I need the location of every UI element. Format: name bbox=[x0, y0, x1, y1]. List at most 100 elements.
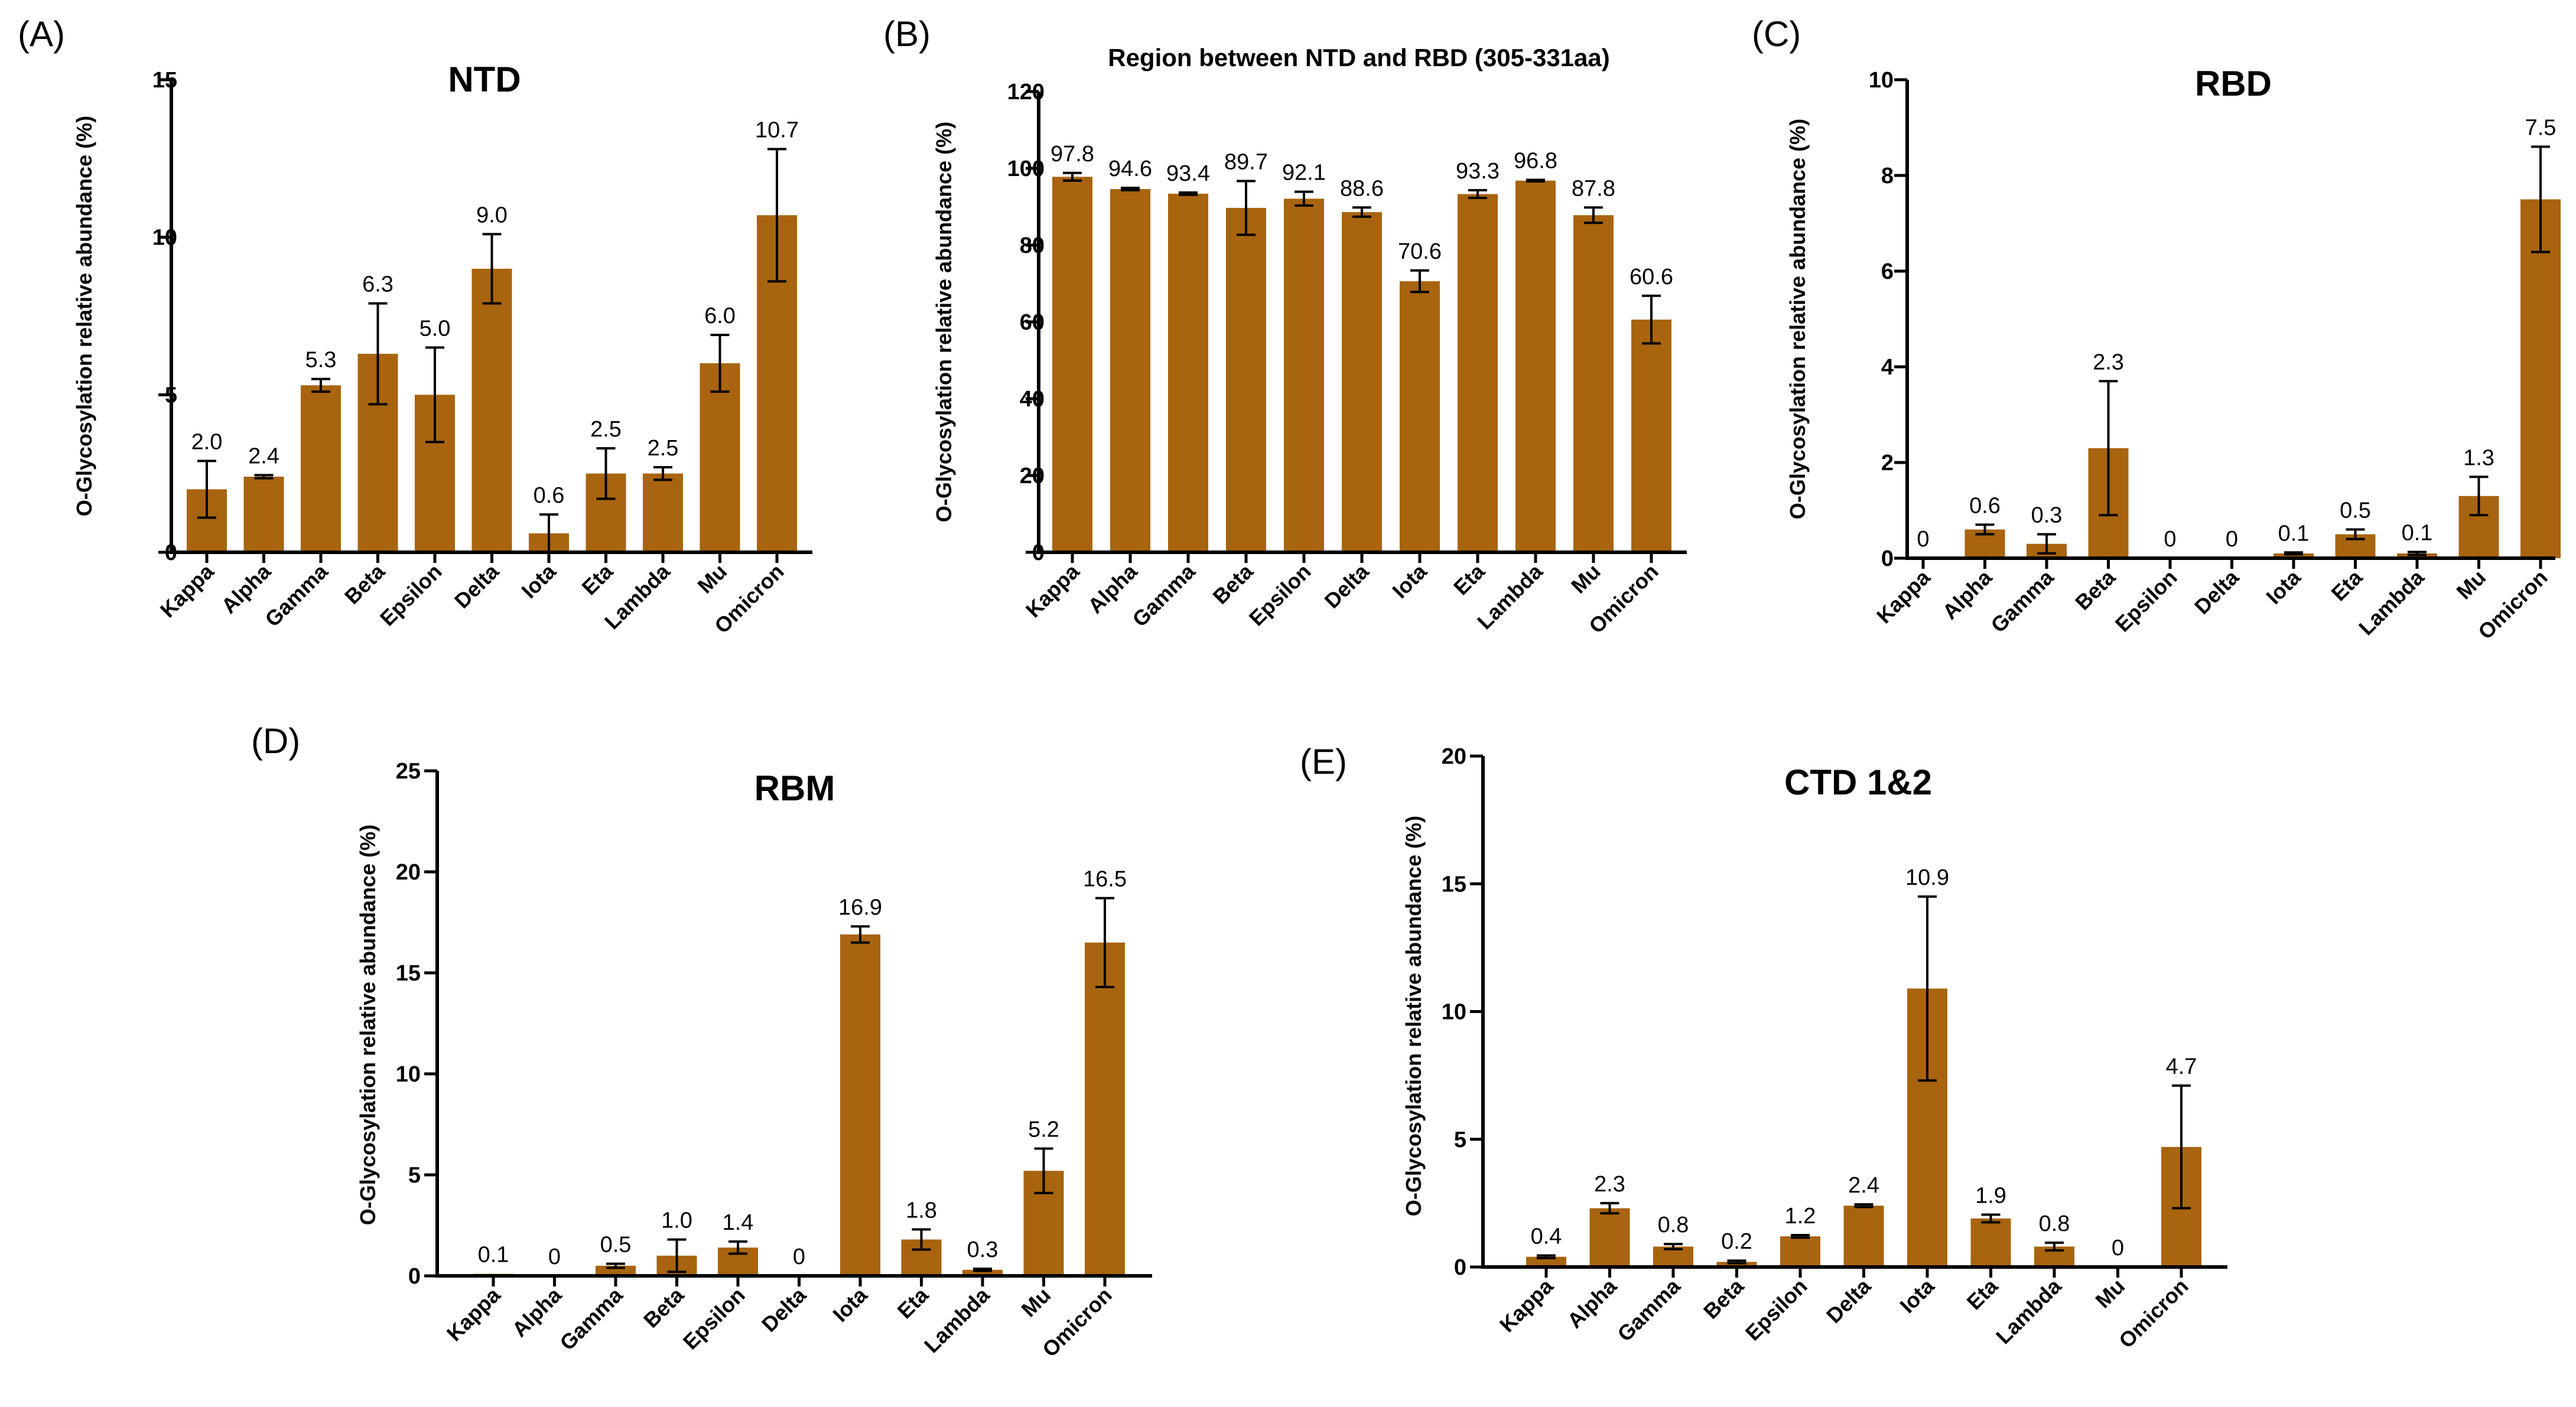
chart-title: NTD bbox=[448, 60, 521, 99]
y-tick-label: 40 bbox=[1020, 387, 1045, 412]
error-bar-beta bbox=[1237, 180, 1256, 236]
bar-lambda bbox=[1515, 180, 1556, 552]
data-label: 2.3 bbox=[2093, 350, 2124, 374]
data-label: 0.2 bbox=[1721, 1229, 1752, 1254]
x-tick-label: Gamma bbox=[1612, 1274, 1685, 1346]
y-tick-label: 15 bbox=[396, 961, 421, 986]
bar-alpha bbox=[243, 477, 284, 552]
error-bar-kappa bbox=[1537, 1254, 1556, 1259]
data-label: 0 bbox=[548, 1245, 561, 1269]
chart-title: CTD 1&2 bbox=[1784, 763, 1932, 802]
error-bar-epsilon bbox=[1791, 1233, 1810, 1239]
y-tick-label: 5 bbox=[1454, 1128, 1466, 1152]
y-tick-label: 10 bbox=[1869, 68, 1894, 93]
x-tick-label: Iota bbox=[1387, 559, 1432, 603]
bar-delta bbox=[471, 269, 512, 552]
data-label: 93.3 bbox=[1456, 159, 1500, 184]
data-label: 0.8 bbox=[1658, 1213, 1689, 1237]
chart-title: RBM bbox=[754, 768, 835, 808]
bar-eta bbox=[1970, 1218, 2011, 1267]
y-tick-label: 0 bbox=[1881, 546, 1894, 571]
x-tick-label: Lambda bbox=[1472, 559, 1547, 634]
y-axis-label: O-Glycosylation relative abundance (%) bbox=[932, 122, 956, 522]
data-label: 5.2 bbox=[1028, 1118, 1059, 1142]
y-tick-label: 120 bbox=[1007, 80, 1045, 105]
error-bar-gamma bbox=[311, 377, 330, 393]
data-label: 0.8 bbox=[2039, 1211, 2070, 1236]
y-tick-label: 25 bbox=[396, 759, 421, 784]
bar-gamma bbox=[596, 1265, 636, 1276]
error-bar-lambda bbox=[653, 466, 672, 481]
y-tick-label: 10 bbox=[396, 1062, 421, 1087]
chart-panel-d: (D) RBM O-Glycosylation relative abundance… bbox=[251, 721, 1152, 1362]
error-bar-beta bbox=[2099, 380, 2118, 517]
error-bar-gamma bbox=[2037, 533, 2056, 555]
error-bar-alpha bbox=[1121, 187, 1140, 192]
error-bar-iota bbox=[851, 925, 870, 944]
x-tick-label: Mu bbox=[1566, 559, 1605, 598]
bar-mu bbox=[1573, 215, 1614, 552]
data-label: 0 bbox=[2226, 527, 2238, 552]
x-tick-label: Lambda bbox=[1991, 1274, 2066, 1349]
x-tick-label: Mu bbox=[2090, 1274, 2129, 1313]
error-bar-delta bbox=[482, 233, 502, 305]
y-axis-label: O-Glycosylation relative abundance (%) bbox=[1401, 816, 1426, 1216]
x-tick-label: Omicron bbox=[2114, 1274, 2193, 1353]
error-bar-epsilon bbox=[1294, 190, 1313, 207]
x-tick-label: Mu bbox=[2451, 565, 2490, 604]
x-tick-label: Epsilon bbox=[1741, 1274, 1812, 1346]
error-bar-mu bbox=[710, 334, 730, 393]
data-label: 2.0 bbox=[191, 429, 223, 454]
x-tick-label: Kappa bbox=[155, 559, 219, 622]
x-tick-label: Beta bbox=[2070, 565, 2120, 615]
data-label: 5.3 bbox=[305, 348, 337, 373]
chart-panel-a: (A) NTD O-Glycosylation relative abundance… bbox=[18, 14, 812, 638]
x-tick-label: Kappa bbox=[1021, 559, 1084, 622]
x-tick-label: Gamma bbox=[260, 559, 333, 631]
x-tick-label: Beta bbox=[340, 559, 390, 609]
data-label: 70.6 bbox=[1398, 239, 1442, 264]
error-bar-omicron bbox=[767, 148, 786, 283]
error-bar-mu bbox=[1584, 206, 1603, 224]
x-tick-label: Gamma bbox=[1127, 559, 1200, 631]
y-tick-label: 10 bbox=[1442, 1000, 1466, 1025]
x-tick-label: Epsilon bbox=[375, 559, 447, 631]
bar-kappa bbox=[1052, 177, 1092, 552]
error-bar-kappa bbox=[197, 460, 216, 519]
x-tick-label: Eta bbox=[893, 1282, 934, 1323]
error-bar-lambda bbox=[2408, 551, 2427, 556]
error-bar-eta bbox=[596, 447, 616, 500]
bar-kappa bbox=[1526, 1256, 1566, 1267]
bar-epsilon bbox=[1780, 1236, 1820, 1267]
y-tick-label: 6 bbox=[1881, 259, 1894, 284]
bar-omicron bbox=[1085, 942, 1125, 1276]
data-label: 0.1 bbox=[2278, 521, 2310, 546]
data-label: 96.8 bbox=[1514, 149, 1557, 174]
error-bar-delta bbox=[1352, 206, 1371, 218]
data-label: 2.3 bbox=[1594, 1172, 1625, 1197]
data-label: 0.5 bbox=[600, 1232, 632, 1257]
bar-iota bbox=[1400, 281, 1440, 552]
x-tick-label: Epsilon bbox=[678, 1283, 750, 1354]
panel-label: (B) bbox=[883, 14, 931, 54]
bar-eta bbox=[1458, 194, 1498, 552]
x-tick-label: Alpha bbox=[507, 1282, 566, 1341]
x-tick-label: Delta bbox=[1822, 1274, 1876, 1328]
x-tick-label: Delta bbox=[1319, 559, 1374, 613]
y-tick-label: 0 bbox=[165, 540, 177, 565]
error-bar-alpha bbox=[1600, 1201, 1619, 1215]
y-tick-label: 15 bbox=[152, 68, 177, 93]
data-label: 1.4 bbox=[723, 1210, 754, 1235]
y-tick-label: 2 bbox=[1881, 451, 1894, 475]
data-label: 2.4 bbox=[1848, 1173, 1879, 1198]
bar-beta bbox=[1226, 207, 1266, 552]
data-label: 0.6 bbox=[534, 483, 565, 508]
bar-mu bbox=[700, 363, 740, 552]
y-tick-label: 8 bbox=[1881, 164, 1894, 188]
bar-omicron bbox=[1631, 320, 1671, 552]
bar-alpha bbox=[1110, 189, 1150, 553]
x-tick-label: Delta bbox=[2190, 565, 2244, 619]
x-tick-label: Iota bbox=[2261, 565, 2305, 609]
y-tick-label: 0 bbox=[1032, 540, 1045, 565]
